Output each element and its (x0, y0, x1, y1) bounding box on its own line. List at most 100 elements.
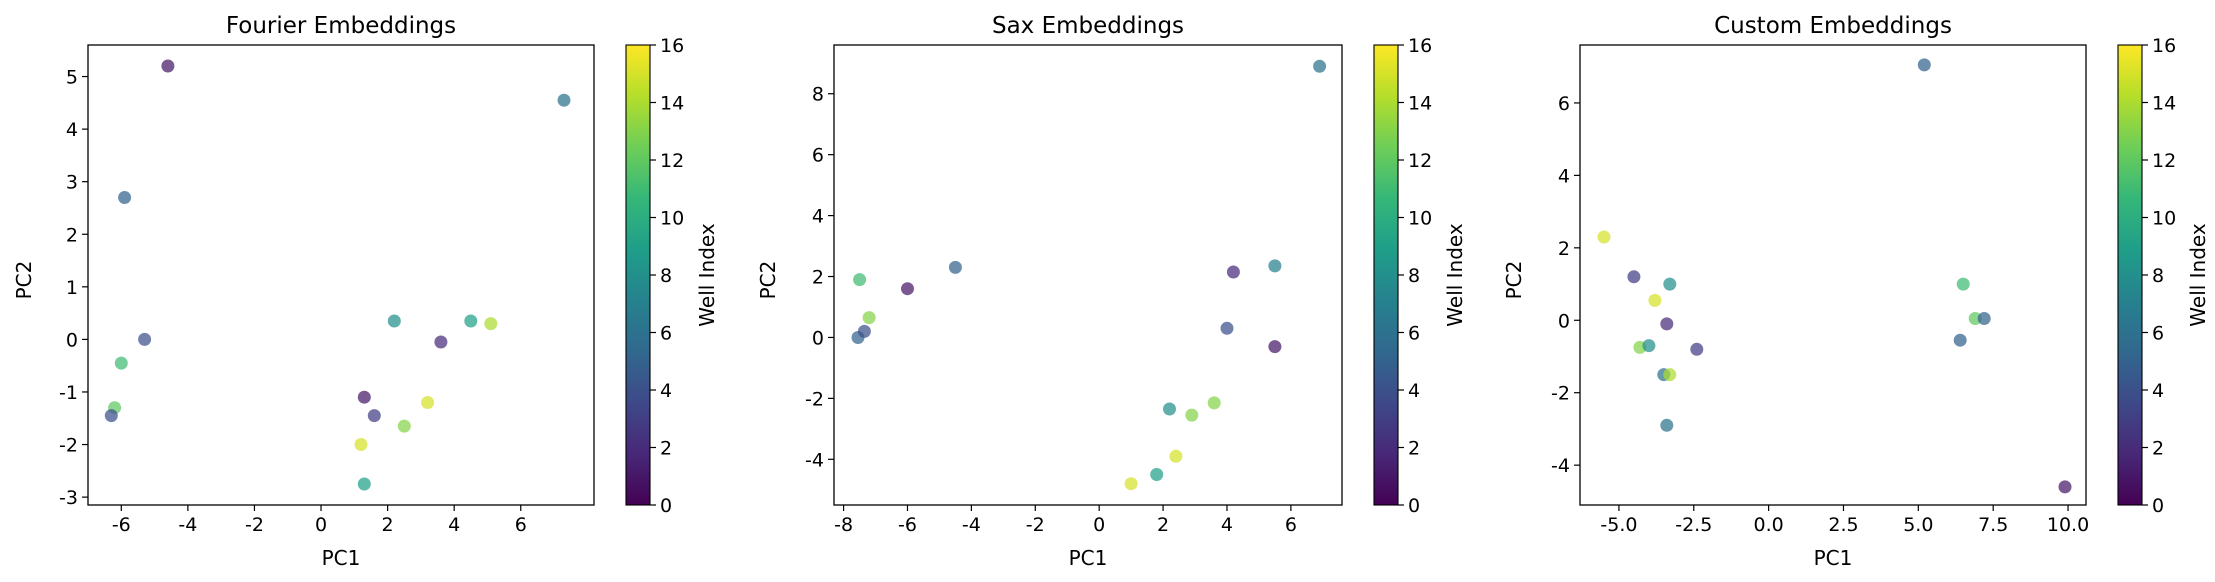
scatter-point (161, 59, 175, 73)
scatter-points (851, 59, 1327, 491)
scatter-point (367, 409, 381, 423)
subplot-custom: Custom Embeddings -5.0 -2.5 0.0 2.5 5.0 7.5 10… (1502, 13, 2210, 570)
scatter-point (138, 332, 152, 346)
scatter-point (1163, 402, 1176, 416)
scatter-point (1627, 270, 1641, 284)
y-tick-label: 2 (66, 224, 78, 246)
scatter-point (1660, 418, 1674, 432)
y-ticks: -4 -2 0 2 4 6 (1551, 93, 1580, 477)
x-tick-label: -8 (834, 514, 853, 536)
colorbar-tick-label: 12 (1408, 150, 1432, 172)
scatter-points (104, 59, 571, 491)
scatter-point (354, 438, 368, 451)
y-tick-label: -2 (805, 388, 824, 410)
scatter-point (853, 273, 867, 287)
scatter-point (1268, 259, 1282, 273)
scatter-point (434, 335, 448, 349)
x-axis-label: PC1 (322, 546, 361, 570)
x-tick-label: -2.5 (1675, 514, 1712, 536)
x-tick-label: 2 (382, 514, 394, 536)
scatter-point (118, 191, 132, 204)
colorbar-tick-label: 10 (660, 208, 684, 230)
x-tick-label: 6 (515, 514, 527, 536)
y-tick-label: 0 (1558, 310, 1570, 332)
chart-title: Sax Embeddings (992, 13, 1184, 39)
scatter-point (464, 314, 478, 328)
x-axis-label: PC1 (1069, 546, 1108, 570)
y-tick-label: 8 (812, 84, 824, 106)
x-tick-label: 4 (448, 514, 460, 536)
y-tick-label: -2 (59, 435, 78, 457)
x-ticks: -6 -4 -2 0 2 4 6 (112, 505, 527, 536)
scatter-point (1968, 312, 1982, 325)
scatter-points (1597, 58, 2072, 494)
y-tick-label: -4 (1551, 455, 1570, 477)
y-tick-label: -1 (59, 382, 78, 404)
scatter-point (1663, 277, 1677, 291)
scatter-point (397, 419, 411, 433)
scatter-point (1268, 340, 1282, 354)
y-tick-label: 2 (1558, 238, 1570, 260)
scatter-point (1917, 58, 1931, 72)
x-tick-label: -2 (1026, 514, 1045, 536)
x-tick-label: 10.0 (2047, 514, 2089, 536)
scatter-point (1977, 312, 1991, 325)
x-tick-label: 7.5 (1978, 514, 2008, 536)
scatter-point (104, 409, 118, 423)
y-ticks: -3 -2 -1 0 1 2 3 4 5 (59, 67, 88, 509)
scatter-point (1124, 477, 1138, 491)
y-axis-label: PC2 (756, 261, 780, 300)
colorbar-tick-label: 4 (2152, 380, 2164, 402)
subplot-sax: Sax Embeddings -8 -6 -4 -2 0 2 4 6 -4 -2 0 2 4 6 8 PC… (756, 13, 1467, 570)
scatter-point (901, 282, 914, 296)
x-ticks: -8 -6 -4 -2 0 2 4 6 (834, 505, 1297, 536)
scatter-point (2058, 480, 2072, 494)
x-tick-label: 5.0 (1903, 514, 1933, 536)
colorbar-tick-label: 8 (1408, 265, 1420, 287)
y-tick-label: 4 (66, 119, 78, 141)
plot-frame (87, 44, 595, 506)
colorbar-label: Well Index (1443, 223, 1467, 327)
colorbar-tick-label: 0 (2152, 495, 2164, 517)
colorbar (2118, 45, 2142, 505)
colorbar-tick-label: 2 (1408, 438, 1420, 460)
colorbar-tick-label: 6 (1408, 323, 1420, 345)
colorbar-tick-label: 16 (660, 35, 684, 57)
y-tick-label: 3 (66, 172, 78, 194)
x-tick-label: 0 (1093, 514, 1105, 536)
scatter-point (114, 356, 128, 370)
y-tick-label: 6 (1558, 93, 1570, 115)
colorbar-tick-label: 4 (660, 380, 672, 402)
scatter-point (862, 311, 876, 325)
colorbar (626, 45, 650, 505)
y-tick-label: -2 (1551, 383, 1570, 405)
x-tick-label: -4 (962, 514, 981, 536)
scatter-point (484, 317, 498, 331)
y-tick-label: 0 (812, 327, 824, 349)
y-tick-label: 6 (812, 145, 824, 167)
colorbar-tick-label: 10 (1408, 208, 1432, 230)
scatter-point (1690, 342, 1704, 356)
colorbar-tick-label: 16 (2152, 35, 2176, 57)
x-axis-label: PC1 (1814, 546, 1853, 570)
colorbar-tick-label: 2 (2152, 438, 2164, 460)
colorbar-tick-label: 14 (2152, 93, 2176, 115)
colorbar-tick-label: 14 (1408, 93, 1432, 115)
scatter-point (1207, 396, 1221, 410)
chart-title: Custom Embeddings (1714, 13, 1952, 39)
x-tick-label: 4 (1221, 514, 1233, 536)
scatter-point (1953, 333, 1967, 347)
scatter-point (1660, 317, 1674, 331)
scatter-point (1663, 368, 1677, 382)
colorbar-tick-label: 4 (1408, 380, 1420, 402)
y-tick-label: 5 (66, 67, 78, 89)
scatter-point (357, 390, 371, 404)
scatter-point (387, 314, 401, 328)
x-tick-label: -6 (898, 514, 917, 536)
colorbar-tick-label: 6 (660, 323, 672, 345)
y-axis-label: PC2 (12, 261, 36, 300)
colorbar-tick-label: 2 (660, 438, 672, 460)
plot-frame (833, 44, 1343, 506)
x-ticks: -5.0 -2.5 0.0 2.5 5.0 7.5 10.0 (1600, 505, 2089, 536)
